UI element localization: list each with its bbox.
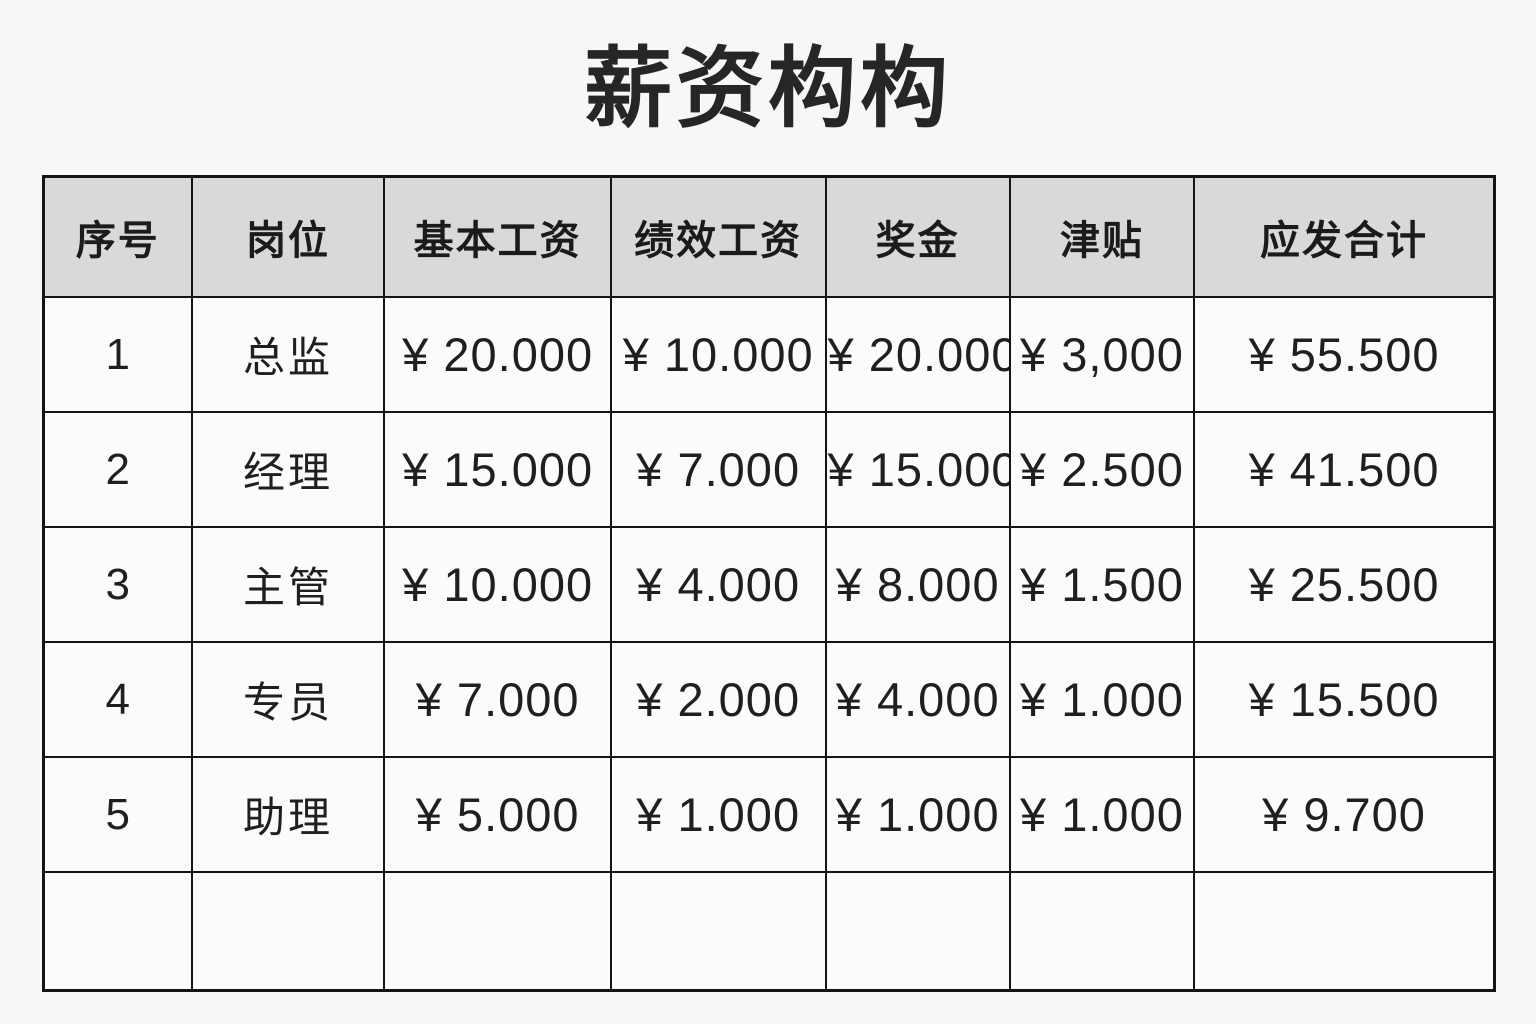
cell-total-payable: ¥ 25.500 [1193, 526, 1496, 643]
table-header-row: 序号 岗位 基本工资 绩效工资 奖金 津贴 应发合计 [42, 175, 1496, 298]
cell-position: 专员 [190, 641, 386, 758]
cell-allowance [1008, 871, 1196, 992]
table-row: 5 助理 ¥ 5.000 ¥ 1.000 ¥ 1.000 ¥ 1.000 ¥ 9.700 [42, 756, 1496, 873]
header-bonus: 奖金 [824, 175, 1011, 298]
cell-index: 2 [42, 411, 193, 528]
cell-base-salary: ¥ 7.000 [383, 641, 612, 758]
cell-bonus: ¥ 8.000 [824, 526, 1011, 643]
cell-position: 主管 [190, 526, 386, 643]
header-allowance: 津贴 [1008, 175, 1196, 298]
cell-allowance: ¥ 2.500 [1008, 411, 1196, 528]
cell-allowance: ¥ 1.500 [1008, 526, 1196, 643]
cell-performance-salary: ¥ 4.000 [609, 526, 827, 643]
cell-position: 助理 [190, 756, 386, 873]
cell-index: 1 [42, 296, 193, 413]
header-performance-salary: 绩效工资 [609, 175, 827, 298]
cell-base-salary: ¥ 5.000 [383, 756, 612, 873]
cell-performance-salary: ¥ 7.000 [609, 411, 827, 528]
cell-total-payable: ¥ 55.500 [1193, 296, 1496, 413]
cell-performance-salary: ¥ 2.000 [609, 641, 827, 758]
header-base-salary: 基本工资 [383, 175, 612, 298]
cell-total-payable: ¥ 41.500 [1193, 411, 1496, 528]
salary-table: 序号 岗位 基本工资 绩效工资 奖金 津贴 应发合计 1 总监 ¥ 20.000 ¥ 10.000… [42, 175, 1496, 992]
cell-base-salary: ¥ 10.000 [383, 526, 612, 643]
cell-allowance: ¥ 1.000 [1008, 756, 1196, 873]
cell-base-salary [383, 871, 612, 992]
cell-allowance: ¥ 1.000 [1008, 641, 1196, 758]
header-total-payable: 应发合计 [1193, 175, 1496, 298]
cell-performance-salary [609, 871, 827, 992]
cell-bonus: ¥ 20.000 [824, 296, 1011, 413]
cell-total-payable: ¥ 9.700 [1193, 756, 1496, 873]
cell-bonus [824, 871, 1011, 992]
cell-position: 经理 [190, 411, 386, 528]
cell-base-salary: ¥ 20.000 [383, 296, 612, 413]
cell-bonus: ¥ 4.000 [824, 641, 1011, 758]
cell-total-payable: ¥ 15.500 [1193, 641, 1496, 758]
cell-total-payable [1193, 871, 1496, 992]
header-position: 岗位 [190, 175, 386, 298]
cell-index: 3 [42, 526, 193, 643]
cell-bonus: ¥ 1.000 [824, 756, 1011, 873]
cell-index: 4 [42, 641, 193, 758]
table-row-empty [42, 871, 1496, 992]
header-index: 序号 [42, 175, 193, 298]
table-row: 4 专员 ¥ 7.000 ¥ 2.000 ¥ 4.000 ¥ 1.000 ¥ 15.500 [42, 641, 1496, 758]
cell-index [42, 871, 193, 992]
cell-performance-salary: ¥ 10.000 [609, 296, 827, 413]
cell-position [190, 871, 386, 992]
table-body: 1 总监 ¥ 20.000 ¥ 10.000 ¥ 20.000 ¥ 3,000 ¥ 55.5… [42, 296, 1496, 992]
cell-bonus: ¥ 15.000 [824, 411, 1011, 528]
header-row: 序号 岗位 基本工资 绩效工资 奖金 津贴 应发合计 [42, 175, 1496, 298]
table-row: 3 主管 ¥ 10.000 ¥ 4.000 ¥ 8.000 ¥ 1.500 ¥ 25.500 [42, 526, 1496, 643]
cell-allowance: ¥ 3,000 [1008, 296, 1196, 413]
table-row: 2 经理 ¥ 15.000 ¥ 7.000 ¥ 15.000 ¥ 2.500 ¥ 41.50… [42, 411, 1496, 528]
table-row: 1 总监 ¥ 20.000 ¥ 10.000 ¥ 20.000 ¥ 3,000 ¥ 55.5… [42, 296, 1496, 413]
cell-position: 总监 [190, 296, 386, 413]
cell-base-salary: ¥ 15.000 [383, 411, 612, 528]
cell-performance-salary: ¥ 1.000 [609, 756, 827, 873]
page-title: 薪资构构 [583, 39, 952, 138]
cell-index: 5 [42, 756, 193, 873]
